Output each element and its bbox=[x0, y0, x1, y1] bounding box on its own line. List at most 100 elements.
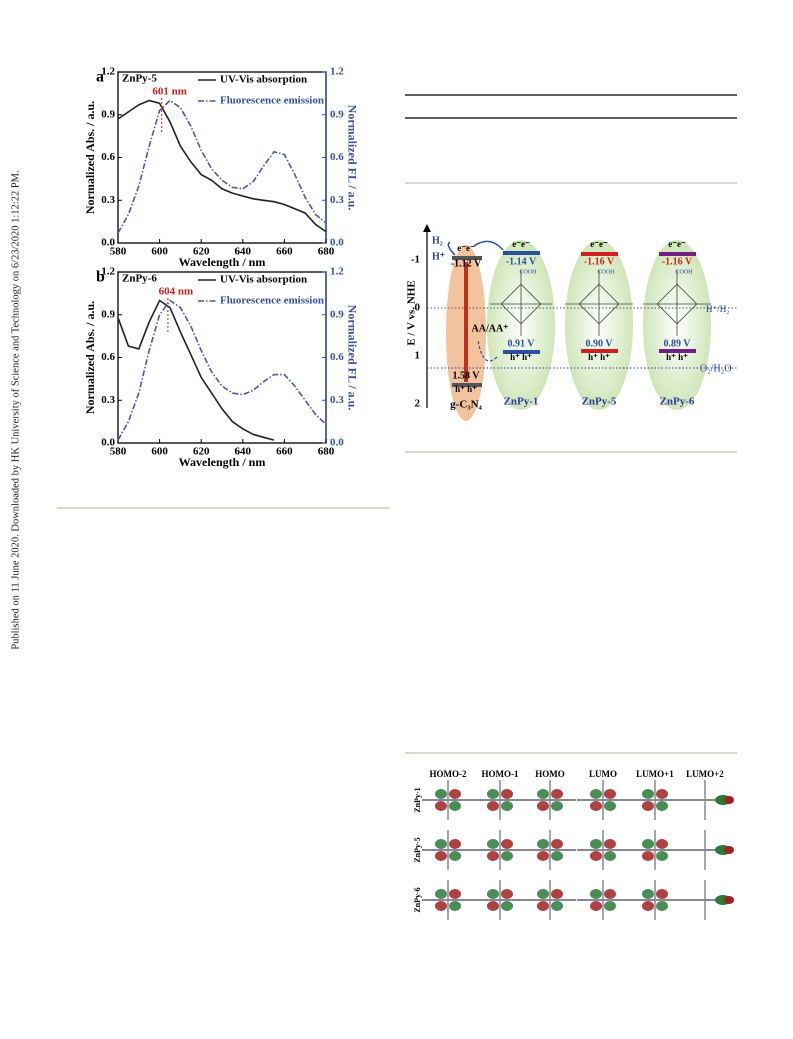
orbital-lobe bbox=[537, 901, 549, 911]
orbital-lobe bbox=[604, 801, 616, 811]
orbital-lobe bbox=[551, 789, 563, 799]
x-tick-label: 640 bbox=[235, 446, 252, 458]
orbital-lobe bbox=[537, 889, 549, 899]
orbital-lobe bbox=[656, 789, 668, 799]
orbital-lobe bbox=[551, 901, 563, 911]
transfer-arrow bbox=[473, 240, 504, 251]
orbital-lobe bbox=[435, 801, 447, 811]
orbital-lobe bbox=[449, 889, 461, 899]
orbital-lobe bbox=[604, 789, 616, 799]
label: h⁺ h⁺ bbox=[510, 352, 532, 362]
y2-axis-label: Normalized FL / a.u. bbox=[345, 105, 359, 211]
chart: 580 600 620 640 660 6800.00.30.60.91.20.00.30… bbox=[83, 266, 360, 469]
orbital-lobe bbox=[642, 901, 654, 911]
y2-tick-label: 0.9 bbox=[330, 308, 344, 320]
orbital-figure: HOMO-2 HOMO-1 HOMO LUMO LUMO+1 LUMO+2 ZnPy-1 Zn… bbox=[413, 769, 734, 920]
y2-tick-label: 1.2 bbox=[330, 66, 344, 78]
orbital-lobe bbox=[487, 789, 499, 799]
label: H⁺/H₂ bbox=[706, 304, 729, 314]
label: e⁻e⁻ bbox=[457, 243, 475, 253]
label: AA/AA⁺ bbox=[472, 323, 509, 334]
orbital-lobe bbox=[656, 901, 668, 911]
y-tick-label: 0.9 bbox=[101, 308, 115, 320]
legend-label: Fluorescence emission bbox=[220, 95, 324, 107]
orbital-lobe bbox=[449, 839, 461, 849]
orbital-lobe bbox=[449, 851, 461, 861]
column-label: HOMO bbox=[535, 769, 565, 779]
x-tick-label: 580 bbox=[110, 246, 127, 258]
orbital-lobe bbox=[551, 851, 563, 861]
label: H⁺ bbox=[432, 251, 445, 262]
row-label: ZnPy-1 bbox=[413, 787, 422, 812]
orbital-lobe bbox=[656, 839, 668, 849]
y2-tick-label: 0.6 bbox=[330, 351, 344, 363]
label: 0.91 V bbox=[507, 338, 535, 349]
transfer-arrow bbox=[447, 241, 456, 256]
orbital-lobe bbox=[435, 889, 447, 899]
tick-label: -1 bbox=[411, 254, 420, 266]
orbital-lobe bbox=[487, 889, 499, 899]
molecules bbox=[490, 270, 711, 336]
orbital-lobe bbox=[604, 839, 616, 849]
column-label: HOMO-1 bbox=[482, 769, 519, 779]
orbital-lobe bbox=[604, 901, 616, 911]
label: COOH bbox=[675, 269, 693, 275]
y-tick-label: 1.2 bbox=[101, 66, 115, 78]
y2-tick-label: 1.2 bbox=[330, 266, 344, 278]
row-label: ZnPy-6 bbox=[413, 887, 422, 912]
label: e⁻e⁻ bbox=[668, 239, 686, 249]
orbital-lobe bbox=[551, 839, 563, 849]
orbital-lobe bbox=[724, 796, 734, 804]
label: 0.89 V bbox=[663, 338, 691, 349]
donor-arrow bbox=[477, 339, 498, 362]
x-axis-label: Wavelength / nm bbox=[179, 255, 266, 269]
orbital-lobe bbox=[590, 889, 602, 899]
label: COOH bbox=[519, 269, 537, 275]
tick-label: 0 bbox=[415, 302, 421, 314]
series-line bbox=[117, 299, 327, 441]
x-tick-label: 600 bbox=[151, 446, 168, 458]
y2-tick-label: 0.9 bbox=[330, 108, 344, 120]
label: -1.16 V bbox=[662, 256, 693, 267]
orbital-lobe bbox=[537, 789, 549, 799]
label: g-C₃N₄ bbox=[450, 399, 482, 411]
orbital-lobe bbox=[537, 851, 549, 861]
orbital-lobe bbox=[435, 789, 447, 799]
arrowhead bbox=[423, 224, 431, 232]
y2-axis-label: Normalized FL / a.u. bbox=[345, 305, 359, 411]
label: COOH bbox=[597, 269, 615, 275]
orbital-lobe bbox=[501, 801, 513, 811]
label: 0.90 V bbox=[585, 338, 613, 349]
energy-diagram: E / V vs. NHE -1 0 1 2 H₂ H⁺ e⁻e⁻ -1.12 … bbox=[406, 224, 737, 421]
orbital-lobe bbox=[435, 901, 447, 911]
legend-label: UV-Vis absorption bbox=[220, 274, 307, 286]
x-tick-label: 600 bbox=[151, 246, 168, 258]
label: e⁻e⁻ bbox=[512, 239, 530, 249]
label: h⁺ h⁺ bbox=[455, 384, 477, 394]
orbital-lobe bbox=[604, 889, 616, 899]
panel-label: a bbox=[96, 69, 104, 86]
y2-tick-label: 0.0 bbox=[330, 237, 344, 249]
orbital-lobe bbox=[551, 889, 563, 899]
column-label: LUMO+2 bbox=[686, 769, 724, 779]
orbital-lobe bbox=[604, 851, 616, 861]
orbital-lobe bbox=[487, 851, 499, 861]
column-label: LUMO+1 bbox=[636, 769, 674, 779]
orbital-lobe bbox=[449, 901, 461, 911]
orbital-lobe bbox=[656, 851, 668, 861]
orbital-lobe bbox=[642, 851, 654, 861]
orbital-lobe bbox=[590, 801, 602, 811]
label: h⁺ h⁺ bbox=[666, 352, 688, 362]
orbital-lobe bbox=[487, 801, 499, 811]
x-axis-label: Wavelength / nm bbox=[179, 455, 266, 469]
orbital-lobe bbox=[590, 901, 602, 911]
y-tick-label: 0.3 bbox=[101, 194, 115, 206]
x-tick-label: 660 bbox=[276, 446, 293, 458]
y-tick-label: 0.0 bbox=[101, 237, 115, 249]
orbital-lobe bbox=[537, 801, 549, 811]
label: -1.14 V bbox=[506, 256, 537, 267]
annotation: 601 nm bbox=[152, 86, 187, 98]
orbital-lobe bbox=[487, 901, 499, 911]
y-tick-label: 0.6 bbox=[101, 151, 115, 163]
